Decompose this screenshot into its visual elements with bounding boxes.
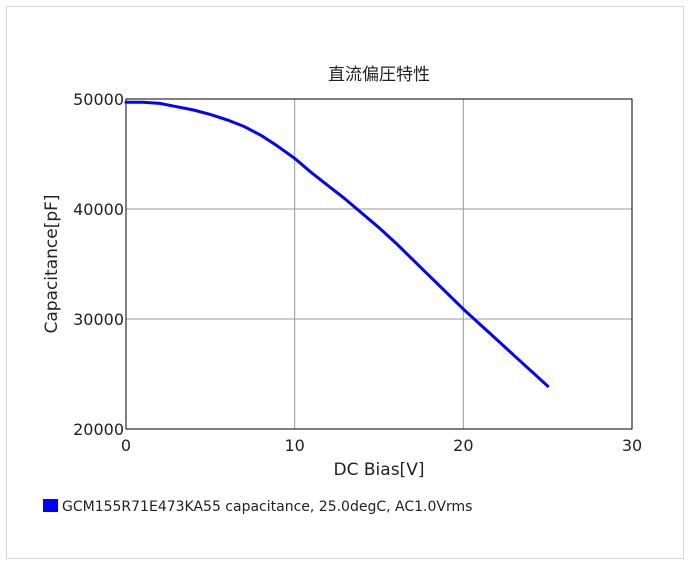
x-tick-label: 20: [453, 436, 473, 455]
x-axis-ticks: 0 10 20 30: [121, 436, 642, 455]
legend-label: GCM155R71E473KA55 capacitance, 25.0degC,…: [62, 499, 472, 515]
x-axis-label: DC Bias[V]: [334, 460, 425, 480]
legend: GCM155R71E473KA55 capacitance, 25.0degC,…: [43, 499, 472, 515]
chart-title: 直流偏圧特性: [328, 65, 430, 85]
legend-swatch: [43, 499, 58, 512]
x-tick-label: 0: [121, 436, 131, 455]
plot-area-frame: [125, 98, 633, 430]
x-tick-label: 30: [622, 436, 642, 455]
y-tick-label: 20000: [73, 420, 124, 439]
y-axis-ticks: 20000 30000 40000 50000: [73, 90, 124, 439]
chart-panel: 0 10 20 30 20000 30000 40000 50000 直流偏圧特性 DC B…: [6, 6, 684, 559]
series-line: [124, 100, 550, 388]
y-tick-label: 50000: [73, 90, 124, 109]
grid-layer: [126, 99, 632, 429]
y-tick-label: 40000: [73, 200, 124, 219]
y-tick-label: 30000: [73, 310, 124, 329]
chart: 0 10 20 30 20000 30000 40000 50000 直流偏圧特性 DC B…: [42, 65, 642, 515]
x-tick-label: 10: [284, 436, 304, 455]
series-layer: [124, 100, 550, 388]
y-axis-label: Capacitance[pF]: [42, 194, 62, 333]
